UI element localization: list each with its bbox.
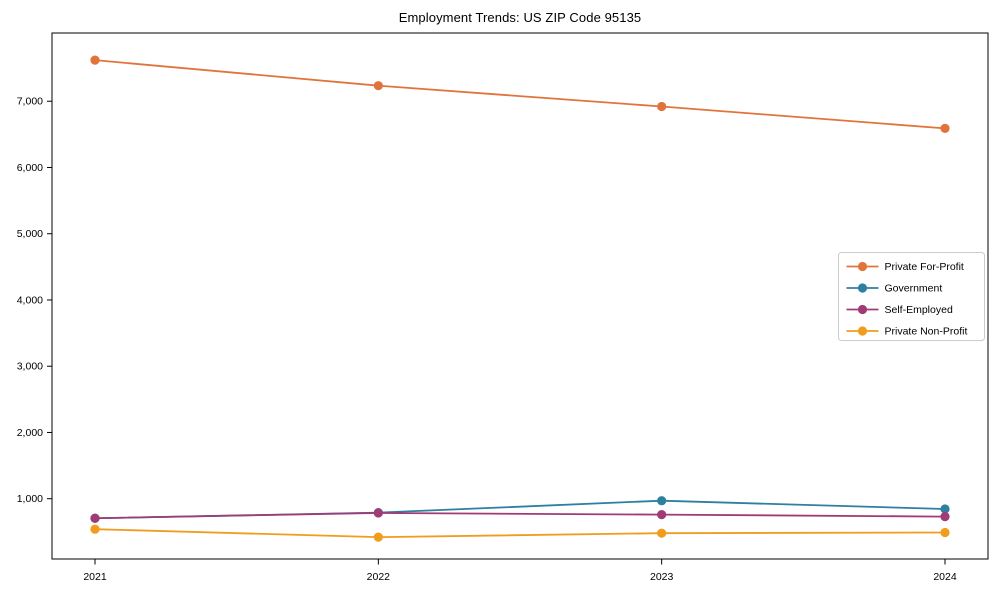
x-axis-tick-label: 2022 [367, 571, 391, 583]
y-axis-tick-label: 3,000 [17, 361, 43, 373]
series-line-private-non-profit [94, 528, 946, 539]
y-axis-tick-label: 4,000 [17, 294, 43, 306]
data-point-government-2023 [657, 496, 667, 506]
data-point-private-non-profit-2022 [373, 532, 383, 542]
data-point-self-employed-2023 [657, 510, 667, 520]
y-axis-tick-label: 6,000 [17, 162, 43, 174]
legend-marker-icon-private-for-profit [857, 261, 868, 272]
legend-label-self-employed: Self-Employed [885, 304, 953, 316]
data-point-self-employed-2024 [940, 512, 950, 522]
series-line-self-employed [94, 512, 946, 520]
legend-marker-icon-private-non-profit [857, 326, 868, 336]
data-point-self-employed-2022 [373, 508, 383, 518]
y-axis-tick-label: 1,000 [17, 493, 43, 505]
data-point-private-for-profit-2021 [90, 55, 100, 65]
legend-label-private-for-profit: Private For-Profit [885, 261, 964, 273]
data-point-private-non-profit-2021 [90, 524, 100, 534]
legend [838, 252, 985, 341]
data-point-private-non-profit-2023 [657, 528, 667, 538]
x-axis-tick-label: 2021 [83, 571, 107, 583]
x-axis-tick-label: 2023 [650, 571, 674, 583]
chart-title: Employment Trends: US ZIP Code 95135 [398, 10, 642, 25]
data-point-private-for-profit-2022 [373, 81, 383, 91]
x-axis-tick-label: 2024 [933, 571, 957, 583]
legend-label-government: Government [885, 283, 943, 295]
data-point-private-for-profit-2024 [940, 123, 950, 133]
legend-marker-icon-self-employed [857, 304, 868, 315]
legend-label-private-non-profit: Private Non-Profit [885, 326, 968, 338]
y-axis-tick-label: 7,000 [17, 96, 43, 108]
series-line-private-for-profit [94, 59, 946, 130]
data-point-self-employed-2021 [90, 513, 100, 523]
y-axis-tick-label: 5,000 [17, 228, 43, 240]
data-point-private-for-profit-2023 [657, 101, 667, 112]
data-point-private-non-profit-2024 [940, 527, 950, 538]
data-point-government-2024 [940, 504, 950, 514]
legend-marker-icon-government [857, 283, 868, 293]
y-axis-tick-label: 2,000 [17, 427, 43, 439]
plot-border [51, 32, 989, 560]
